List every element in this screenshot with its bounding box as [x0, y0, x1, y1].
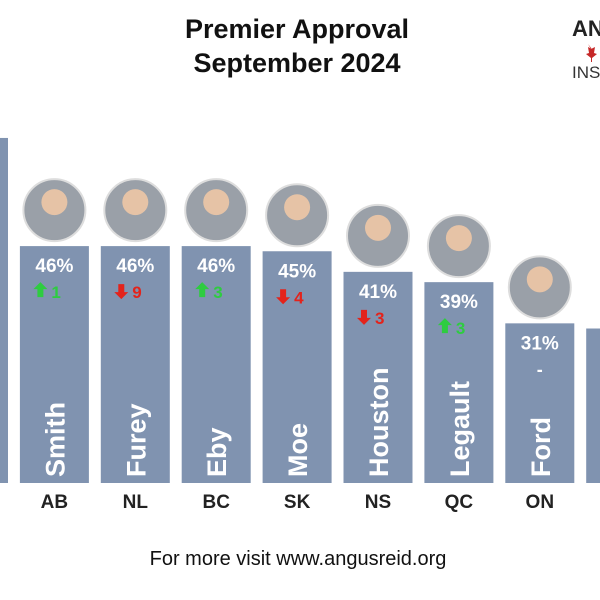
- logo-text: AN: [572, 16, 600, 41]
- name-label: Furey: [121, 403, 151, 477]
- bar: [262, 251, 332, 483]
- name-label: Smith: [40, 402, 70, 477]
- name-label: Legault: [445, 381, 475, 477]
- value-label: 46%: [197, 256, 235, 277]
- photo-head: [284, 194, 311, 221]
- category-label: AB: [41, 492, 68, 513]
- bar: [586, 328, 600, 483]
- logo-text: INST: [572, 63, 600, 82]
- photo-head: [445, 225, 472, 252]
- value-label: 46%: [35, 256, 73, 277]
- bar: [100, 246, 170, 483]
- photo-head: [526, 266, 553, 293]
- change-arrow: [276, 289, 291, 305]
- bar: [181, 246, 251, 483]
- change-label: 3: [375, 309, 384, 328]
- value-label: 39%: [440, 292, 478, 313]
- photo-head: [41, 189, 68, 216]
- value-label: 31%: [521, 333, 559, 354]
- name-label: Ford: [526, 417, 556, 477]
- change-label: 9: [132, 283, 141, 302]
- change-arrow: [195, 282, 210, 298]
- value-label: 41%: [359, 282, 397, 303]
- bar: [19, 246, 89, 483]
- logo-leaf: [586, 44, 597, 62]
- bar: [343, 271, 413, 483]
- change-label: -: [537, 359, 543, 379]
- photo-head: [365, 214, 391, 241]
- value-label: 45%: [278, 261, 316, 282]
- change-arrow: [33, 282, 48, 298]
- category-label: NL: [123, 492, 149, 513]
- change-label: 3: [213, 283, 222, 302]
- bar: [0, 137, 8, 483]
- photo-head: [122, 189, 149, 216]
- change-label: 4: [294, 288, 304, 307]
- change-arrow: [114, 284, 129, 300]
- name-label: Moe: [283, 423, 313, 477]
- category-label: BC: [202, 492, 230, 513]
- bar: [424, 282, 494, 483]
- category-label: QC: [445, 492, 474, 513]
- change-arrow: [357, 309, 371, 325]
- category-label: SK: [284, 492, 311, 513]
- chart-subtitle: September 2024: [193, 48, 400, 78]
- category-label: ON: [526, 492, 555, 513]
- photo-head: [203, 189, 230, 216]
- change-arrow: [437, 318, 452, 334]
- category-label: NS: [365, 492, 391, 513]
- footer: For more visit www.angusreid.org: [150, 548, 447, 570]
- bar: [505, 323, 575, 483]
- value-label: 46%: [116, 256, 154, 277]
- chart-title: Premier Approval: [185, 14, 409, 44]
- change-label: 1: [51, 283, 60, 302]
- change-label: 3: [456, 319, 465, 338]
- name-label: Houston: [364, 368, 394, 477]
- name-label: Eby: [202, 427, 232, 477]
